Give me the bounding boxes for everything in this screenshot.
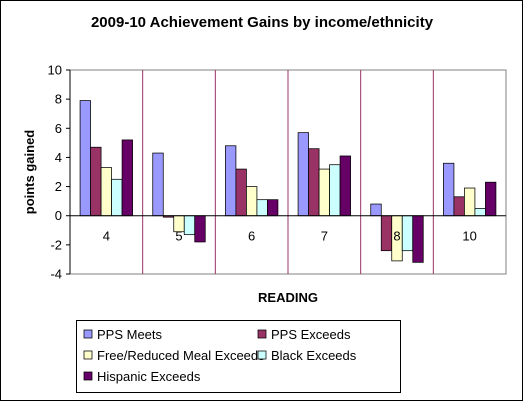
category-separators: [142, 70, 434, 274]
legend-label: Hispanic Exceeds: [97, 369, 201, 384]
x-axis-label: READING: [258, 290, 318, 305]
bar: [485, 181, 497, 217]
legend-swatch: [83, 329, 93, 339]
bar: [474, 208, 486, 217]
x-tick-label: 6: [248, 229, 255, 244]
bar: [121, 139, 133, 217]
legend-label: Free/Reduced Meal Exceeds: [97, 348, 265, 363]
y-tick-label: 10: [48, 63, 62, 78]
y-ticks: -4 -2 0 2 4 6 8 10: [48, 63, 70, 282]
bar: [329, 164, 341, 217]
chart-title: 2009-10 Achievement Gains by income/ethn…: [91, 14, 434, 31]
y-tick-label: -4: [50, 267, 62, 282]
bar: [297, 132, 309, 217]
y-tick-label: 6: [55, 121, 62, 136]
bar: [225, 145, 237, 217]
bar: [183, 215, 196, 236]
bar: [443, 162, 455, 217]
bars: [79, 100, 497, 263]
legend-box: [76, 320, 401, 393]
legend-swatch: [83, 371, 93, 381]
bar: [370, 203, 382, 217]
y-tick-label: -2: [50, 237, 62, 252]
bar: [318, 168, 330, 217]
bar: [79, 100, 91, 217]
legend-label: Black Exceeds: [271, 348, 357, 363]
legend-swatch: [257, 350, 267, 360]
legend-label: PPS Meets: [97, 327, 163, 342]
bar: [194, 215, 206, 243]
bar: [256, 199, 268, 217]
bar: [401, 215, 414, 252]
legend-swatch: [257, 329, 267, 339]
x-tick-label: 10: [462, 229, 476, 244]
bar: [100, 167, 112, 217]
legend: PPS Meets PPS Exceeds Free/Reduced Meal Ex…: [76, 320, 401, 393]
x-tick-label: 7: [321, 229, 328, 244]
bar: [380, 215, 393, 252]
x-tick-labels: 4 5 6 7 8 10: [103, 229, 477, 244]
bar: [246, 186, 258, 217]
legend-label: PPS Exceeds: [271, 327, 351, 342]
y-tick-label: 2: [55, 179, 62, 194]
bar: [412, 215, 424, 263]
bar: [308, 148, 320, 217]
x-tick-label: 4: [103, 229, 110, 244]
y-tick-label: 0: [55, 208, 62, 223]
x-tick-label: 5: [175, 229, 182, 244]
y-tick-label: 8: [55, 92, 62, 107]
bar: [90, 146, 102, 217]
bar: [152, 152, 164, 217]
y-axis-label: points gained: [22, 130, 37, 215]
bar: [464, 187, 476, 217]
bar: [235, 168, 247, 217]
bar: [453, 196, 465, 217]
x-tick-label: 8: [393, 229, 400, 244]
bar: [111, 178, 123, 217]
bar: [267, 199, 279, 217]
legend-swatch: [83, 350, 93, 360]
bar: [339, 155, 351, 217]
y-tick-label: 4: [55, 150, 62, 165]
